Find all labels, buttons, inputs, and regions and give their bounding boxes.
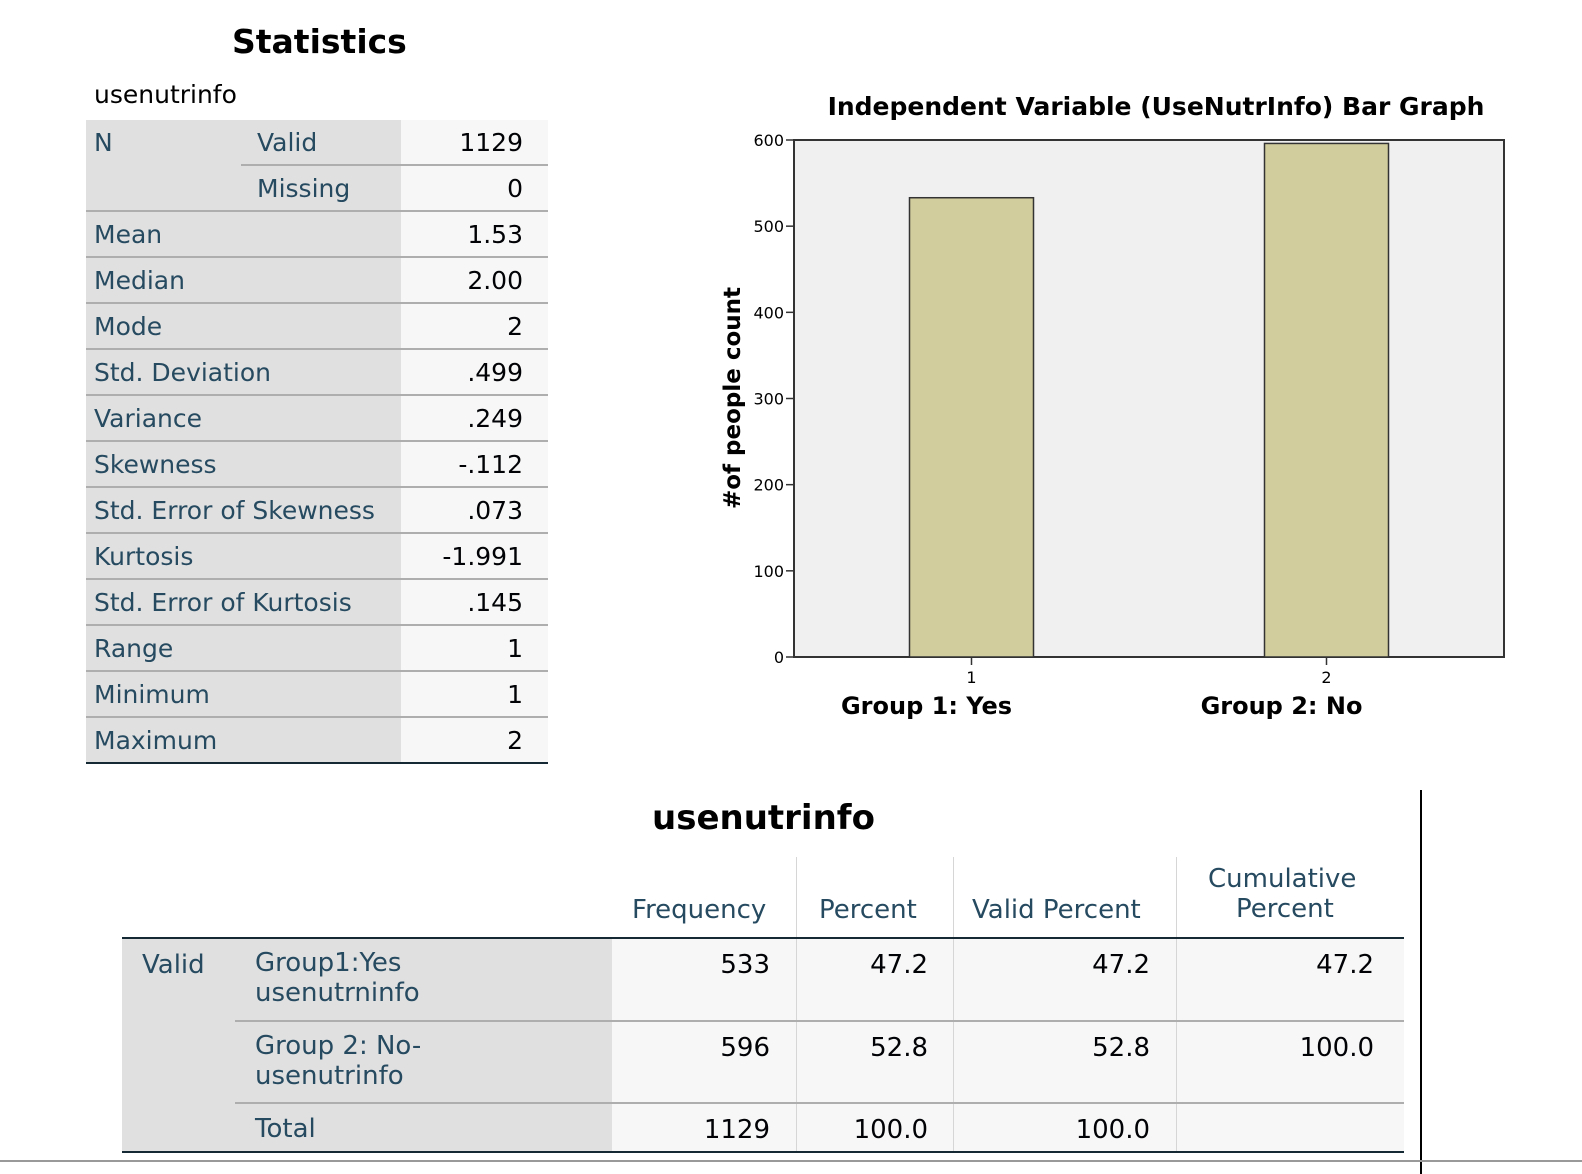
statistics-row-label: Variance — [94, 404, 202, 433]
cell-valid-percent: 100.0 — [1075, 1115, 1150, 1145]
page-divider-horizontal — [0, 1160, 1582, 1162]
statistics-row-mode: Mode 2 — [86, 304, 548, 350]
y-tick-label: 400 — [753, 303, 784, 322]
y-tick-label: 600 — [753, 131, 784, 150]
statistics-row-value: .073 — [467, 496, 523, 525]
header-percent: Percent — [819, 895, 917, 925]
statistics-row-label: Mode — [94, 312, 163, 341]
header-cumulative-percent-line2: Percent — [1236, 894, 1334, 924]
statistics-row-median: Median 2.00 — [86, 258, 548, 304]
cell-cumulative-percent: 100.0 — [1299, 1033, 1374, 1063]
statistics-table: N Valid 1129 Missing 0 Mean 1.53 Median … — [86, 120, 548, 764]
statistics-row-mean: Mean 1.53 — [86, 212, 548, 258]
statistics-row-sublabel: Missing — [257, 174, 351, 203]
statistics-row-value: .145 — [467, 588, 523, 617]
statistics-row-value: .499 — [467, 358, 523, 387]
statistics-row-label: Std. Error of Skewness — [94, 496, 375, 525]
row-label-line2: usenutrinfo — [255, 1061, 404, 1091]
statistics-row-label: Kurtosis — [94, 542, 194, 571]
row-label: Group1:Yes — [255, 948, 402, 978]
statistics-row-sublabel: Valid — [257, 128, 318, 157]
statistics-row-label: Maximum — [94, 726, 218, 755]
statistics-row-value: -.112 — [458, 450, 523, 479]
statistics-title: Statistics — [232, 22, 407, 61]
y-tick-label: 200 — [753, 476, 784, 495]
statistics-row-std-error-kurtosis: Std. Error of Kurtosis .145 — [86, 580, 548, 626]
statistics-row-label: Minimum — [94, 680, 210, 709]
statistics-row-maximum: Maximum 2 — [86, 718, 548, 764]
statistics-row-value: 0 — [507, 174, 523, 203]
page-divider-vertical — [1420, 790, 1422, 1174]
statistics-row-value: -1.991 — [442, 542, 523, 571]
statistics-row-minimum: Minimum 1 — [86, 672, 548, 718]
statistics-row-value: 2.00 — [467, 266, 523, 295]
header-cumulative-percent: Cumulative — [1208, 864, 1357, 894]
cell-percent: 52.8 — [870, 1033, 928, 1063]
row-label: Group 2: No- — [255, 1031, 422, 1061]
category-label: Group 1: Yes — [841, 692, 1012, 720]
bar-chart: Independent Variable (UseNutrInfo) Bar G… — [720, 92, 1505, 720]
statistics-row-value: 1.53 — [467, 220, 523, 249]
statistics-row-std-error-skewness: Std. Error of Skewness .073 — [86, 488, 548, 534]
cell-cumulative-percent: 47.2 — [1316, 950, 1374, 980]
y-tick-label: 0 — [774, 648, 784, 667]
statistics-row-label: Std. Deviation — [94, 358, 272, 387]
statistics-row-label: Std. Error of Kurtosis — [94, 588, 352, 617]
frequency-table-title: usenutrinfo — [652, 798, 875, 838]
statistics-row-value: 1129 — [459, 128, 523, 157]
statistics-row-value: 1 — [507, 634, 523, 663]
x-tick-label: 1 — [966, 668, 976, 687]
statistics-row-label: Range — [94, 634, 174, 663]
y-tick-label: 100 — [753, 562, 784, 581]
cell-frequency: 1129 — [703, 1115, 770, 1145]
statistics-variable-name: usenutrinfo — [94, 80, 237, 109]
row-label: Total — [255, 1114, 316, 1144]
chart-title: Independent Variable (UseNutrInfo) Bar G… — [828, 92, 1485, 121]
cell-percent: 47.2 — [870, 950, 928, 980]
x-tick-label: 2 — [1321, 668, 1331, 687]
cell-frequency: 596 — [720, 1033, 770, 1063]
y-axis: 0 100 200 300 400 500 600 — [753, 131, 794, 667]
row-label-line2: usenutrninfo — [255, 978, 420, 1008]
header-frequency: Frequency — [632, 895, 767, 925]
header-valid-percent: Valid Percent — [972, 895, 1141, 925]
plot-area — [793, 139, 1505, 658]
cell-percent: 100.0 — [853, 1115, 928, 1145]
statistics-row-n-valid: N Valid 1129 — [86, 120, 548, 166]
cell-valid-percent: 52.8 — [1092, 1033, 1150, 1063]
statistics-row-label: Median — [94, 266, 185, 295]
y-axis-label: #of people count — [720, 287, 746, 509]
statistics-row-label: Mean — [94, 220, 163, 249]
statistics-row-std-deviation: Std. Deviation .499 — [86, 350, 548, 396]
y-tick-label: 300 — [753, 390, 784, 409]
statistics-row-variance: Variance .249 — [86, 396, 548, 442]
bar-1 — [908, 196, 1035, 658]
cell-frequency: 533 — [720, 950, 770, 980]
x-axis: 1 Group 1: Yes 2 Group 2: No — [841, 657, 1362, 720]
statistics-row-value: 2 — [507, 726, 523, 755]
statistics-row-value: .249 — [467, 404, 523, 433]
statistics-row-range: Range 1 — [86, 626, 548, 672]
statistics-row-kurtosis: Kurtosis -1.991 — [86, 534, 548, 580]
category-label: Group 2: No — [1201, 692, 1363, 720]
statistics-row-value: 1 — [507, 680, 523, 709]
bar-2 — [1263, 142, 1390, 658]
statistics-row-n-missing: Missing 0 — [86, 166, 548, 212]
cell-valid-percent: 47.2 — [1092, 950, 1150, 980]
y-tick-label: 500 — [753, 217, 784, 236]
row-group-valid: Valid — [142, 950, 205, 980]
statistics-row-value: 2 — [507, 312, 523, 341]
frequency-table: Frequency Percent Valid Percent Cumulati… — [122, 855, 1404, 1155]
statistics-row-label: N — [94, 128, 113, 157]
statistics-row-label: Skewness — [94, 450, 217, 479]
statistics-row-skewness: Skewness -.112 — [86, 442, 548, 488]
